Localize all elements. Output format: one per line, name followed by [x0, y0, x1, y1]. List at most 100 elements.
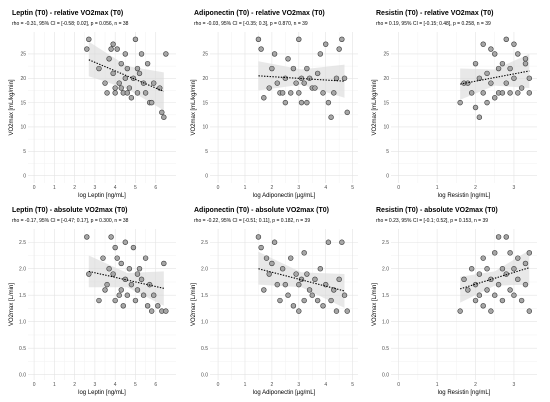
trend-line [258, 75, 345, 82]
x-tick-label: 4 [114, 185, 117, 191]
data-point [515, 276, 521, 283]
data-point [457, 99, 463, 106]
data-point [317, 51, 324, 57]
x-tick-label: 6 [154, 185, 157, 191]
data-point [488, 46, 494, 52]
x-tick-label: 3 [94, 185, 97, 191]
data-point [312, 85, 318, 91]
data-point [293, 271, 299, 277]
x-tick-label: 1 [53, 382, 56, 388]
data-point [457, 308, 463, 314]
y-tick-label: 25 [383, 52, 389, 58]
y-tick-label: 15 [20, 100, 26, 106]
data-point [110, 271, 116, 277]
data-point [526, 250, 533, 256]
data-point [333, 308, 340, 314]
data-point [522, 60, 529, 67]
data-point [269, 65, 275, 72]
x-tick-label: 1 [436, 382, 439, 388]
data-point [304, 65, 310, 72]
x-tick-label: 4 [114, 382, 117, 388]
data-point [110, 70, 116, 77]
y-axis-label: VO2max [L/min] [372, 283, 378, 326]
data-point [499, 266, 506, 272]
y-tick-label: 1.0 [19, 319, 26, 325]
data-point [155, 303, 161, 309]
x-tick-label: 1 [53, 185, 56, 191]
y-tick-label: 2.5 [201, 240, 208, 246]
data-point [306, 287, 313, 293]
data-point [266, 271, 272, 277]
data-point [317, 266, 324, 272]
data-point [526, 75, 533, 81]
data-point [290, 65, 297, 72]
data-point [258, 244, 264, 251]
y-tick-label: 2.0 [382, 266, 389, 272]
data-point [140, 292, 147, 298]
panel-subtitle: rho = -0.31, 95% CI = [-0.58; 0.02], p =… [12, 21, 129, 27]
data-point [150, 292, 157, 298]
data-point [336, 46, 342, 52]
data-point [124, 90, 131, 96]
x-axis-label: log Leptin [ng/mL] [78, 193, 126, 199]
data-point [118, 85, 124, 91]
data-point [106, 266, 112, 272]
data-point [309, 292, 315, 298]
data-point [339, 239, 345, 245]
data-point [102, 287, 108, 293]
confidence-band [460, 250, 530, 303]
panel-1: Leptin (T0) - relative VO2max (T0) rho = … [9, 10, 176, 199]
data-point [495, 281, 502, 288]
data-point [306, 75, 313, 81]
data-point [484, 70, 490, 77]
data-point [320, 303, 326, 309]
y-tick-label: 1.5 [382, 293, 389, 299]
data-point [285, 56, 291, 62]
data-point [144, 303, 151, 309]
x-tick-label: 0 [217, 382, 220, 388]
data-point [269, 260, 275, 267]
x-tick-label: 4 [324, 382, 327, 388]
x-tick-label: 6 [154, 382, 157, 388]
data-point [159, 109, 165, 116]
x-tick-label: 3 [513, 382, 516, 388]
data-point [325, 99, 332, 106]
data-point [301, 297, 307, 304]
data-point [132, 297, 139, 304]
data-point [503, 36, 509, 43]
x-tick-label: 2 [474, 185, 477, 191]
data-point [138, 51, 145, 57]
data-point [503, 271, 509, 277]
y-tick-label: 2.0 [19, 266, 26, 272]
trend-line [258, 268, 345, 292]
data-point [104, 90, 110, 96]
data-point [130, 244, 137, 251]
data-point [511, 75, 517, 81]
data-point [472, 104, 479, 111]
data-point [279, 90, 286, 96]
y-tick-label: 25 [20, 52, 26, 58]
data-point [461, 276, 467, 283]
data-point [522, 281, 529, 288]
x-tick-label: 1 [244, 185, 247, 191]
data-point [96, 65, 102, 72]
data-point [499, 90, 506, 96]
data-point [339, 36, 345, 43]
data-point [503, 80, 509, 86]
panel-title: Resistin (T0) - relative VO2max (T0) [376, 10, 493, 17]
data-point [148, 308, 155, 314]
data-point [304, 271, 310, 277]
data-point [282, 281, 289, 288]
data-point [106, 56, 112, 62]
x-tick-label: 5 [134, 382, 137, 388]
data-point [285, 292, 291, 298]
data-point [314, 70, 321, 77]
y-tick-label: 5 [205, 149, 208, 155]
data-point [296, 281, 302, 288]
x-tick-label: 0 [217, 185, 220, 191]
data-point [108, 234, 114, 240]
data-point [112, 85, 118, 91]
data-point [142, 90, 149, 96]
data-point [480, 303, 486, 309]
